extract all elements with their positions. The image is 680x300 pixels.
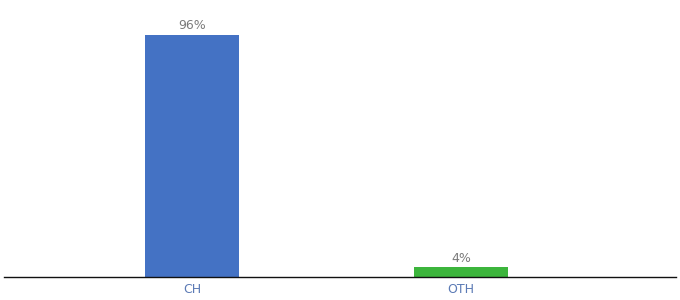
Bar bbox=[414, 267, 508, 277]
Text: 96%: 96% bbox=[178, 19, 206, 32]
Bar bbox=[146, 34, 239, 277]
Text: 4%: 4% bbox=[451, 252, 471, 265]
